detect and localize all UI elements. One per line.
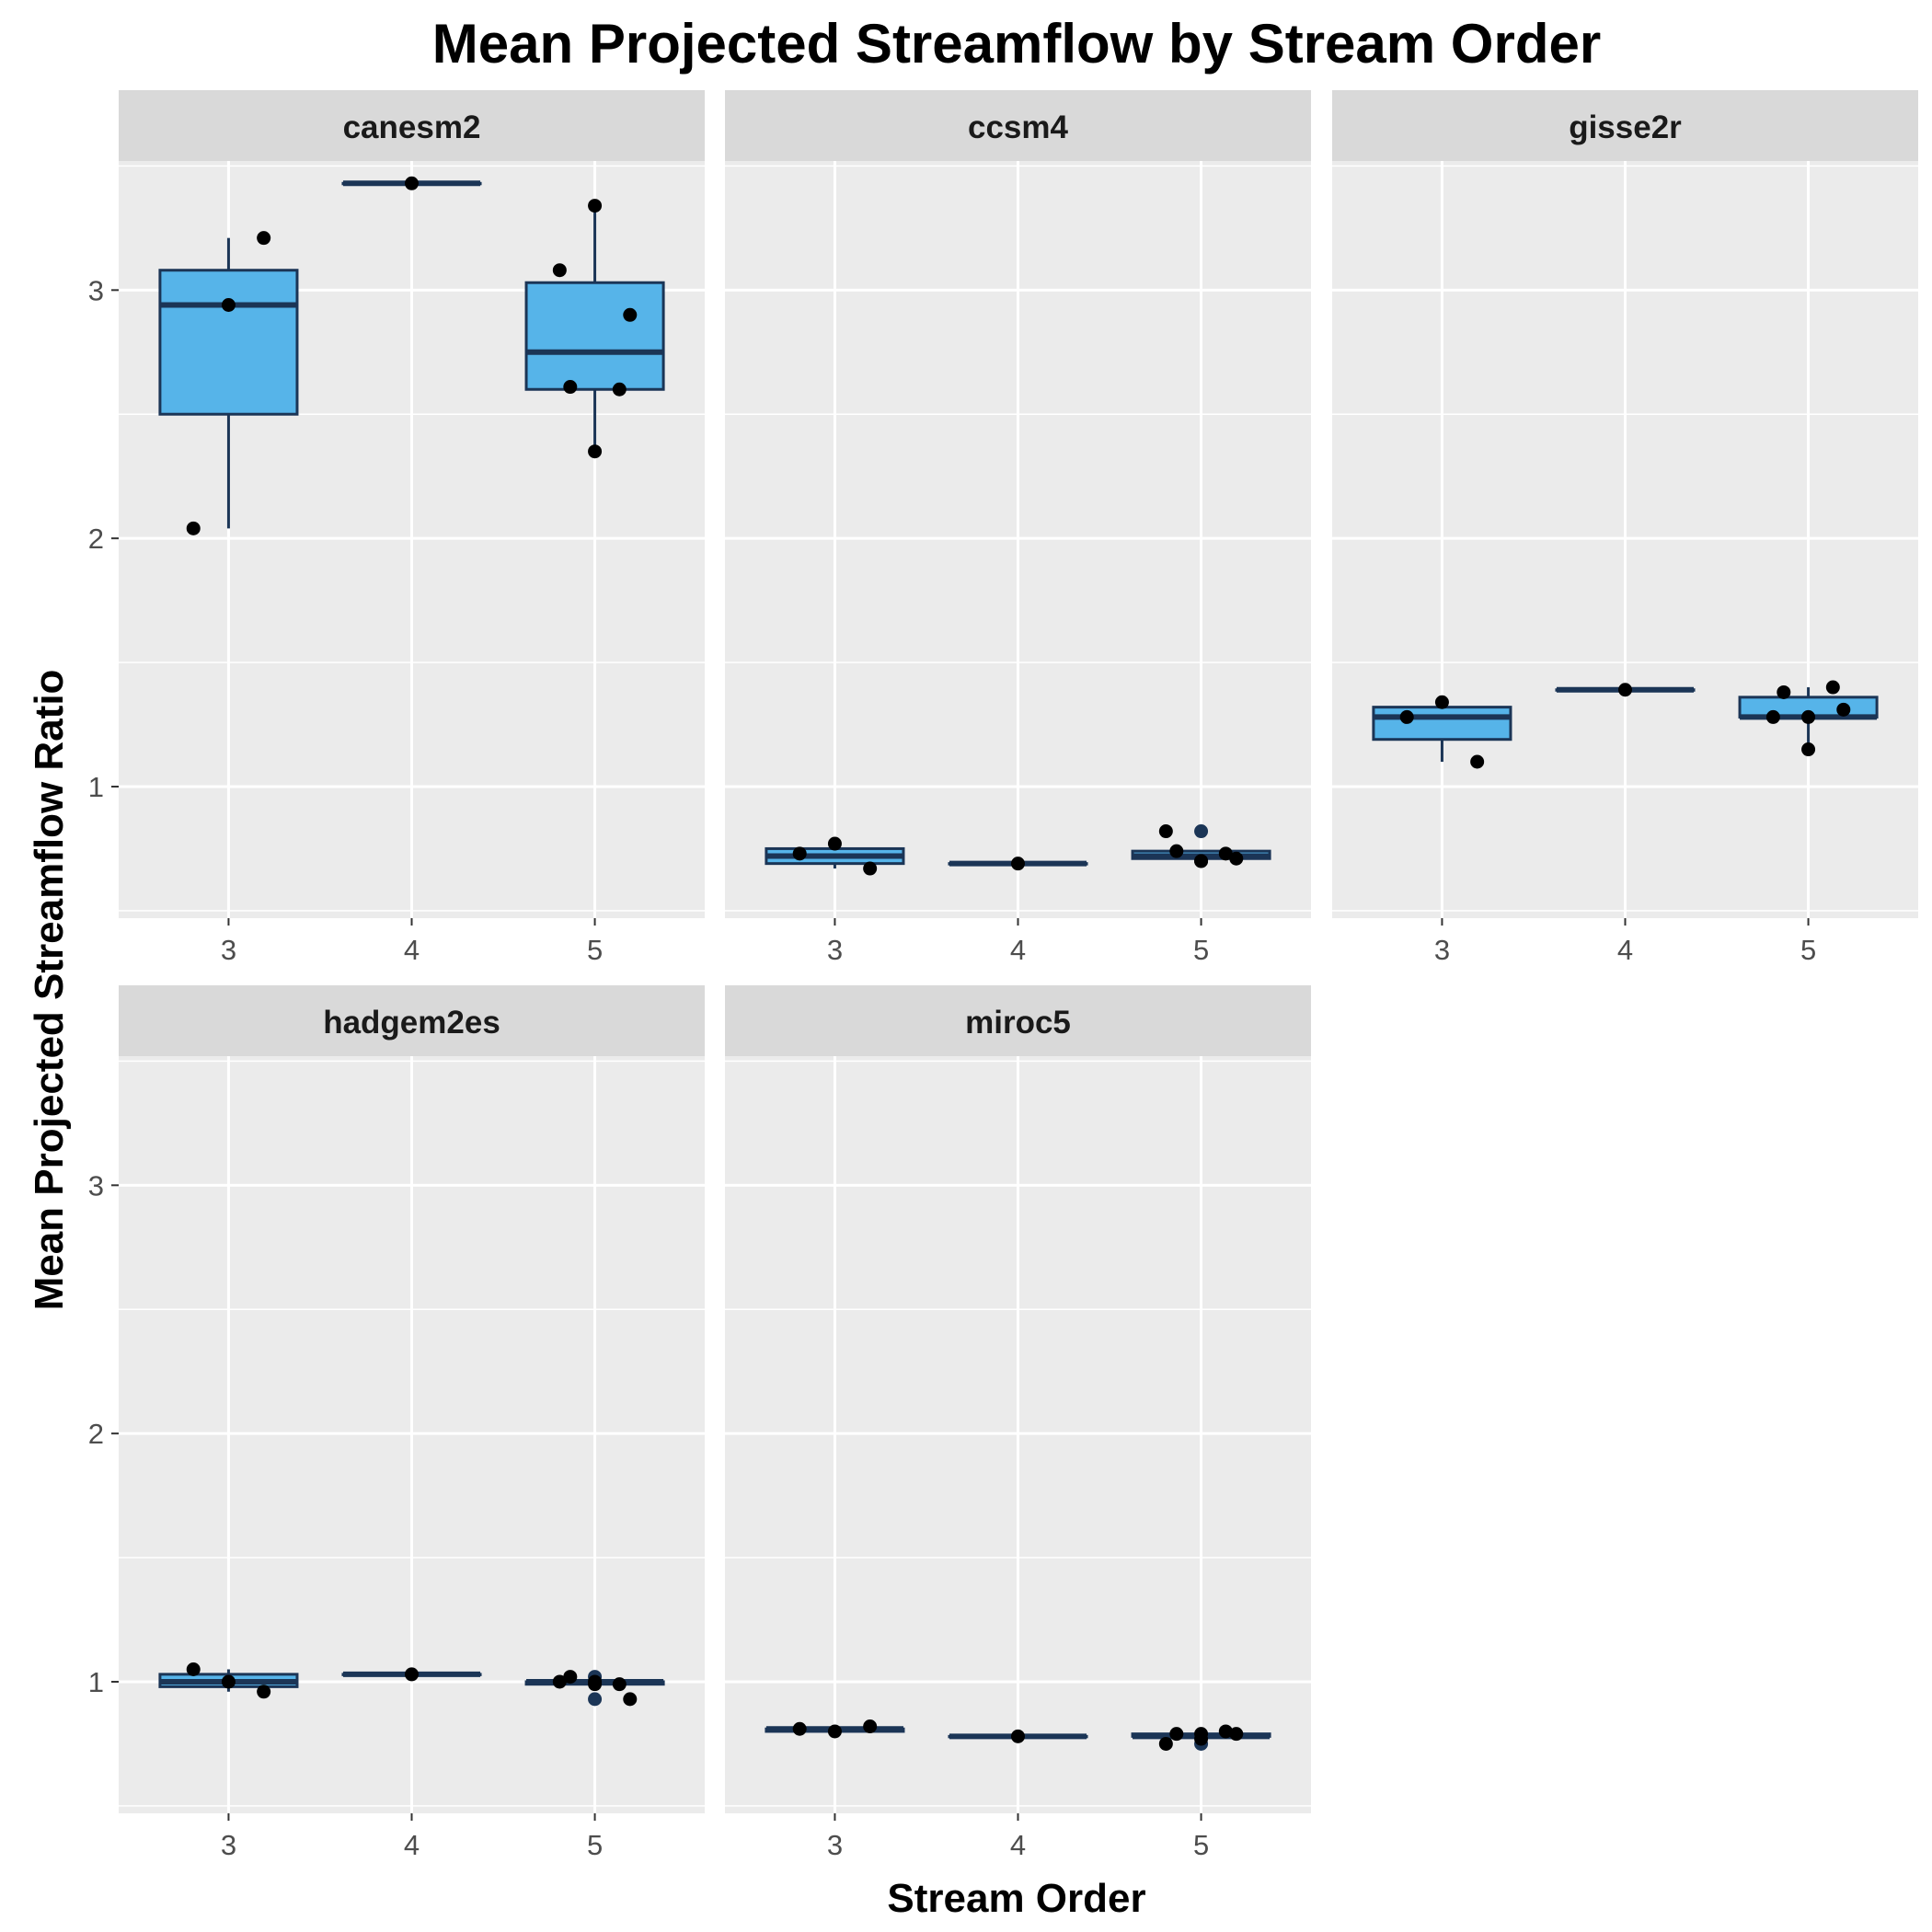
data-point bbox=[588, 1677, 603, 1692]
x-axis-title: Stream Order bbox=[887, 1876, 1145, 1921]
facet-strip-gisse2r bbox=[1332, 90, 1918, 161]
x-tick-label: 4 bbox=[1617, 934, 1633, 966]
y-tick-label: 2 bbox=[88, 523, 104, 555]
data-point bbox=[221, 298, 236, 313]
x-tick-label: 3 bbox=[827, 1829, 843, 1861]
facet-strip-miroc5 bbox=[725, 985, 1311, 1056]
x-tick-label: 4 bbox=[404, 1829, 420, 1861]
data-point bbox=[623, 307, 638, 322]
data-point bbox=[1194, 1727, 1209, 1742]
data-point bbox=[1836, 702, 1851, 717]
y-tick-label: 3 bbox=[88, 1169, 104, 1202]
y-tick-label: 1 bbox=[88, 771, 104, 803]
facet-strip-hadgem2es bbox=[119, 985, 705, 1056]
x-tick-label: 5 bbox=[1193, 934, 1209, 966]
data-point bbox=[1011, 857, 1025, 871]
facet-strip-label: hadgem2es bbox=[323, 1005, 500, 1041]
x-tick-label: 3 bbox=[221, 1829, 236, 1861]
facet-strip-label: gisse2r bbox=[1569, 109, 1682, 145]
data-point bbox=[612, 382, 627, 397]
data-point bbox=[1229, 1727, 1244, 1742]
data-point bbox=[1011, 1729, 1025, 1743]
x-tick-label: 4 bbox=[1010, 1829, 1026, 1861]
data-point bbox=[1777, 684, 1791, 699]
data-point bbox=[588, 199, 603, 213]
data-point bbox=[257, 231, 271, 246]
data-point bbox=[563, 1670, 578, 1685]
data-point bbox=[1158, 1736, 1173, 1751]
data-point bbox=[863, 861, 878, 876]
data-point bbox=[1434, 695, 1449, 709]
data-point bbox=[588, 444, 603, 459]
data-point bbox=[792, 846, 807, 861]
x-tick-label: 5 bbox=[587, 1829, 603, 1861]
y-tick-label: 2 bbox=[88, 1418, 104, 1450]
outlier-point bbox=[1194, 824, 1209, 839]
data-point bbox=[827, 836, 842, 851]
data-point bbox=[1801, 742, 1816, 757]
data-point bbox=[1825, 680, 1840, 695]
y-axis-title: Mean Projected Streamflow Ratio bbox=[27, 670, 72, 1311]
data-point bbox=[827, 1724, 842, 1739]
facet-panel-miroc5: miroc5 3 4 5 bbox=[725, 985, 1311, 1861]
facet-strip-ccsm4 bbox=[725, 90, 1311, 161]
data-point bbox=[1218, 1724, 1233, 1739]
facet-strip-label: miroc5 bbox=[965, 1005, 1071, 1041]
facet-panel-hadgem2es: hadgem2es 1 2 3 3 4 5 bbox=[88, 985, 705, 1861]
facet-panel-canesm2: canesm2 1 2 3 3 4 5 bbox=[88, 90, 705, 966]
data-point bbox=[405, 1667, 419, 1682]
y-tick-label: 3 bbox=[88, 274, 104, 306]
y-tick-label: 1 bbox=[88, 1666, 104, 1698]
data-point bbox=[257, 1685, 271, 1699]
box-body bbox=[1372, 706, 1512, 742]
x-tick-label: 3 bbox=[1434, 934, 1450, 966]
data-point bbox=[1229, 851, 1244, 866]
data-point bbox=[563, 380, 578, 395]
data-point bbox=[186, 1662, 201, 1676]
box-canesm2-5 bbox=[524, 205, 665, 454]
data-point bbox=[623, 1692, 638, 1707]
data-point bbox=[405, 176, 419, 190]
x-tick-label: 5 bbox=[1193, 1829, 1209, 1861]
data-point bbox=[1470, 754, 1485, 769]
data-point bbox=[221, 1674, 236, 1689]
outlier-point bbox=[588, 1692, 603, 1707]
x-tick-label: 3 bbox=[221, 934, 236, 966]
x-tick-label: 5 bbox=[1800, 934, 1816, 966]
data-point bbox=[1218, 846, 1233, 861]
box-body bbox=[158, 269, 299, 416]
facet-strip-label: ccsm4 bbox=[968, 109, 1069, 145]
x-tick-label: 4 bbox=[1010, 934, 1026, 966]
data-point bbox=[1169, 844, 1184, 858]
chart-title: Mean Projected Streamflow by Stream Orde… bbox=[432, 13, 1601, 75]
data-point bbox=[1169, 1727, 1184, 1742]
data-point bbox=[1618, 683, 1632, 697]
data-point bbox=[863, 1719, 878, 1734]
data-point bbox=[792, 1721, 807, 1736]
facet-strip-canesm2 bbox=[119, 90, 705, 161]
x-tick-label: 4 bbox=[404, 934, 420, 966]
data-point bbox=[1801, 709, 1816, 724]
facet-panel-gisse2r: gisse2r 3 4 5 bbox=[1332, 90, 1918, 966]
data-point bbox=[1765, 709, 1780, 724]
box-body bbox=[524, 281, 665, 391]
data-point bbox=[186, 521, 201, 535]
data-point bbox=[1194, 854, 1209, 868]
box-gisse2r-3 bbox=[1372, 702, 1512, 763]
data-point bbox=[1399, 709, 1414, 724]
facet-panel-ccsm4: ccsm4 3 4 5 bbox=[725, 90, 1311, 966]
x-tick-label: 5 bbox=[587, 934, 603, 966]
data-point bbox=[1158, 824, 1173, 839]
x-tick-label: 3 bbox=[827, 934, 843, 966]
data-point bbox=[612, 1677, 627, 1692]
data-point bbox=[552, 263, 567, 278]
data-point bbox=[552, 1674, 567, 1689]
facet-strip-label: canesm2 bbox=[343, 109, 481, 145]
